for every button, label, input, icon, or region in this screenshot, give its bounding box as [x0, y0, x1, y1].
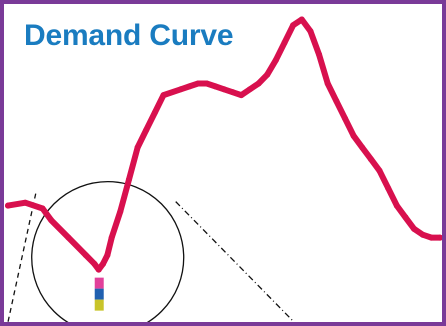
data-point [341, 115, 348, 122]
data-point [48, 217, 55, 224]
data-point [177, 86, 184, 93]
data-point [203, 80, 210, 87]
data-point [272, 57, 279, 64]
data-point [151, 109, 158, 116]
data-point [117, 208, 124, 215]
data-point [100, 260, 107, 267]
data-point [367, 156, 374, 163]
data-point [246, 86, 253, 93]
minimum-marker-block-3 [94, 299, 104, 311]
data-point [221, 86, 227, 93]
data-point [212, 83, 219, 90]
data-point [22, 199, 29, 206]
data-point [125, 176, 132, 183]
data-point [160, 92, 167, 99]
data-point [316, 51, 323, 58]
minimum-marker-block-2 [94, 288, 104, 300]
data-point [359, 144, 366, 151]
data-point [95, 266, 102, 273]
data-point [39, 205, 46, 212]
data-point [229, 89, 236, 96]
data-point [195, 80, 202, 87]
chart-plot [5, 16, 442, 322]
data-point [393, 202, 400, 209]
data-point [376, 167, 383, 174]
data-point [324, 80, 331, 87]
minimum-marker-block-1 [94, 277, 104, 289]
data-point [255, 80, 262, 87]
magnifier-circle [31, 181, 185, 322]
data-point [307, 28, 314, 35]
guide-line-right [175, 201, 295, 322]
data-point [402, 214, 409, 221]
data-point [411, 225, 418, 232]
guide-line-left [7, 193, 37, 322]
data-point [290, 22, 297, 29]
data-point [134, 144, 141, 151]
data-point [104, 252, 111, 259]
data-point [5, 202, 11, 209]
data-point [437, 234, 442, 241]
data-point [186, 83, 193, 90]
data-point [91, 260, 98, 267]
data-point [298, 16, 305, 23]
data-point [419, 231, 426, 238]
data-point [350, 132, 357, 139]
data-point [264, 71, 271, 78]
data-point [82, 252, 89, 259]
data-point [143, 127, 150, 133]
chart-title: Demand Curve [24, 19, 234, 52]
data-point [333, 97, 340, 104]
demand-series-line [5, 16, 442, 273]
data-point [108, 234, 115, 241]
data-point [428, 234, 435, 241]
data-point [65, 234, 72, 241]
data-point [281, 39, 288, 46]
data-point [238, 92, 245, 99]
data-point [385, 185, 392, 192]
